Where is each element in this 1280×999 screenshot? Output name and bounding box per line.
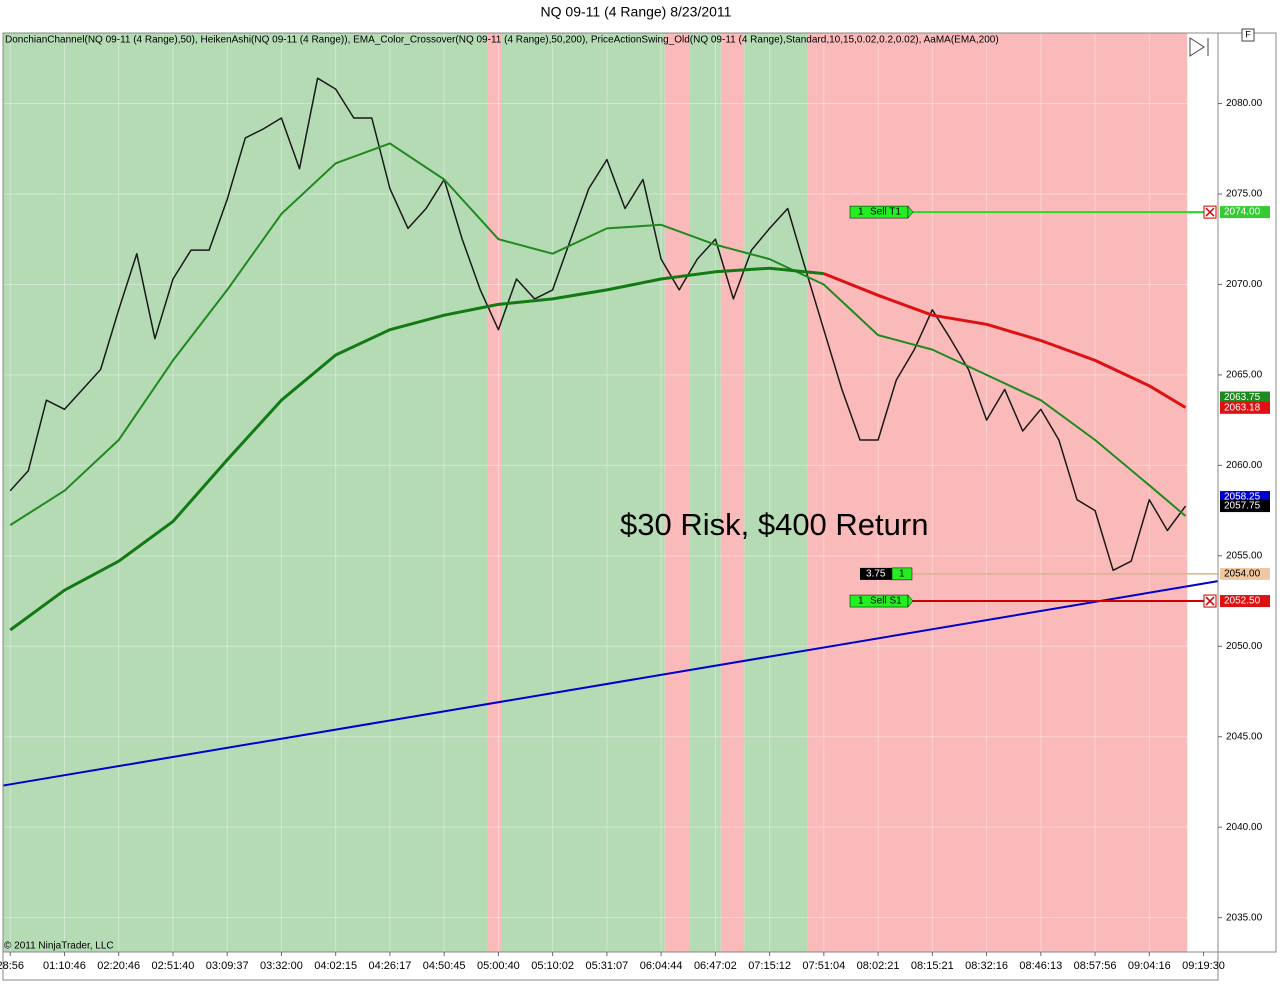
price-tag <box>1220 500 1270 513</box>
x-tick-label: 08:32:16 <box>965 960 1008 972</box>
price-tag <box>1220 567 1270 580</box>
trend-region <box>664 33 691 952</box>
y-tick-label: 2050.00 <box>1226 641 1263 652</box>
annotation: $30 Risk, $400 Return <box>620 507 928 542</box>
price-tag <box>1220 391 1270 404</box>
price-tag <box>1220 401 1270 414</box>
x-tick-label: 03:09:37 <box>206 960 249 972</box>
y-tick-label: 2060.00 <box>1226 460 1263 471</box>
x-tick-label: 09:04:16 <box>1128 960 1171 972</box>
trend-region <box>502 33 665 952</box>
trend-region <box>3 33 488 952</box>
order-label: Sell T1 <box>870 207 901 218</box>
x-tick-label: 05:10:02 <box>531 960 574 972</box>
x-tick-label: 05:00:40 <box>477 960 520 972</box>
y-tick-label: 2040.00 <box>1226 822 1263 833</box>
order-label: Sell S1 <box>870 596 902 607</box>
x-tick-label: 02:51:40 <box>152 960 195 972</box>
price-tag-label: 2063.75 <box>1224 392 1261 403</box>
x-tick-label: 08:02:21 <box>857 960 900 972</box>
price-tag <box>1220 595 1270 608</box>
y-tick-label: 2065.00 <box>1226 370 1263 381</box>
x-tick-label: 01:10:46 <box>43 960 86 972</box>
price-tag-label: 2063.18 <box>1224 402 1261 413</box>
x-axis-frame <box>2 951 1219 981</box>
trend-region <box>690 33 721 952</box>
format-button[interactable]: F <box>1241 28 1255 42</box>
order-qty: 1 <box>858 596 864 607</box>
cancel-icon <box>1205 596 1215 606</box>
x-tick-label: 08:15:21 <box>911 960 954 972</box>
price-tag-label: 2057.75 <box>1224 501 1261 512</box>
x-tick-label: 08:57:56 <box>1074 960 1117 972</box>
chart-title: NQ 09-11 (4 Range) 8/23/2011 <box>541 4 732 20</box>
y-tick-label: 2035.00 <box>1226 912 1263 923</box>
price-tag-label: 2058.25 <box>1224 492 1261 503</box>
trend-region <box>744 33 808 952</box>
position-pnl-box <box>860 567 892 580</box>
y-tick-label: 2055.00 <box>1226 550 1263 561</box>
x-tick-label: 03:32:00 <box>260 960 303 972</box>
price-tag-label: 2074.00 <box>1224 207 1261 218</box>
x-tick-label: 05:31:07 <box>585 960 628 972</box>
format-icon: F <box>1245 29 1251 39</box>
y-tick-label: 2080.00 <box>1226 98 1263 109</box>
order-tag-tip <box>907 205 914 219</box>
price-tag <box>1220 206 1270 219</box>
indicator-list: DonchianChannel(NQ 09-11 (4 Range),50), … <box>5 35 999 46</box>
x-tick-label: 07:51:04 <box>802 960 845 972</box>
y-tick-label: 2075.00 <box>1226 189 1263 200</box>
x-tick-label: 02:20:46 <box>97 960 140 972</box>
x-tick-label: 08:46:13 <box>1019 960 1062 972</box>
price-tag <box>1220 491 1270 504</box>
series-line <box>9 266 824 632</box>
position-qty: 1 <box>899 569 905 580</box>
x-tick-label: 07:15:12 <box>748 960 791 972</box>
trend-region <box>807 33 1188 952</box>
position-qty-box <box>891 567 913 581</box>
y-tick-label: 2045.00 <box>1226 731 1263 742</box>
copyright: © 2011 NinjaTrader, LLC <box>4 941 114 952</box>
series-line <box>823 272 1187 409</box>
y-tick-label: 2070.00 <box>1226 279 1263 290</box>
x-tick-label: 04:02:15 <box>314 960 357 972</box>
price-tag-label: 2052.50 <box>1224 596 1261 607</box>
series-line <box>9 77 1187 572</box>
cancel-order-button[interactable] <box>1203 205 1217 219</box>
cancel-icon <box>1205 207 1215 217</box>
order-qty: 1 <box>858 207 864 218</box>
series-line <box>9 142 1187 526</box>
order-tag-tip <box>907 594 914 608</box>
x-tick-label: 06:04:44 <box>640 960 683 972</box>
scroll-button[interactable] <box>1189 37 1209 57</box>
trend-region <box>487 33 503 952</box>
x-tick-label: 06:47:02 <box>694 960 737 972</box>
x-tick-label: 04:50:45 <box>423 960 466 972</box>
x-tick-label: 09:19:30 <box>1182 960 1225 972</box>
trend-region <box>720 33 745 952</box>
x-tick-label: 28:56 <box>0 960 24 972</box>
cancel-order-button[interactable] <box>1203 594 1217 608</box>
trendline <box>2 580 1219 787</box>
position-pnl: 3.75 <box>866 569 886 580</box>
price-tag-label: 2054.00 <box>1224 569 1261 580</box>
plot-area: 1 Sell T1 1 Sell S1 3.75 1 $30 Risk, $400 Retu… <box>2 33 1219 952</box>
x-tick-label: 04:26:17 <box>369 960 412 972</box>
